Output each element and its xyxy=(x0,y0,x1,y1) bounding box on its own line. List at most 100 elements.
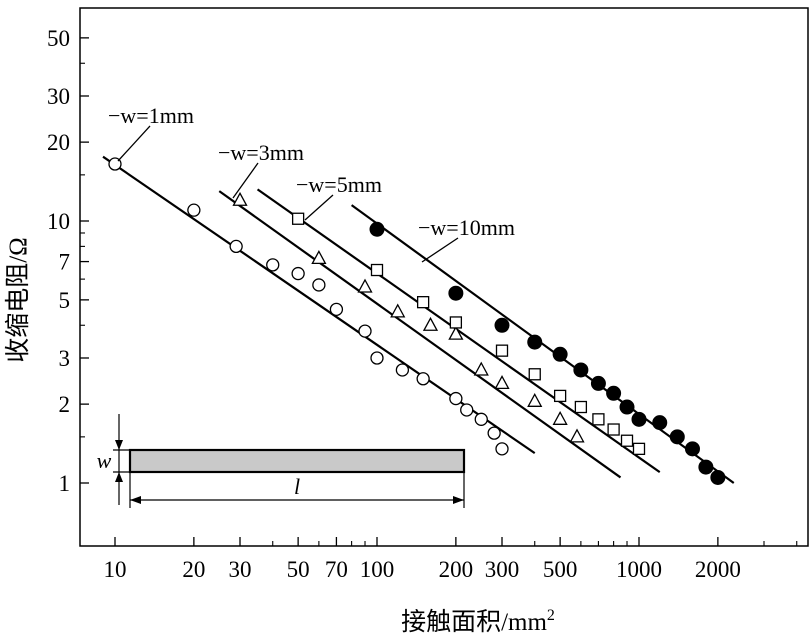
x-tick-label: 500 xyxy=(543,557,578,582)
open-circle-point xyxy=(229,239,243,254)
filled-circle-point xyxy=(619,399,635,415)
y-tick-label: 1 xyxy=(59,471,71,496)
y-tick-label: 10 xyxy=(47,209,70,234)
filled-circle-point xyxy=(652,415,668,431)
open-circle-point xyxy=(108,157,122,171)
axis-ticks: 1 2 3 5 7 10 20 30 50 10 20 30 50 70 100 200 300 500 1000 2… xyxy=(47,26,798,582)
fit-line xyxy=(102,155,536,455)
open-square-point xyxy=(620,434,634,447)
open-triangle-point xyxy=(311,250,327,265)
open-circle-point xyxy=(416,372,430,386)
open-square-point xyxy=(370,263,384,277)
inset-w-label: w xyxy=(97,448,112,473)
x-tick-label: 50 xyxy=(287,557,310,582)
open-triangle-point xyxy=(473,361,489,376)
open-square-point xyxy=(528,368,541,381)
y-tick-label: 7 xyxy=(59,250,71,275)
x-tick-label: 30 xyxy=(229,557,252,582)
strip-rectangle xyxy=(128,448,466,474)
x-tick-label: 70 xyxy=(325,557,348,582)
open-circle-point xyxy=(495,442,509,456)
plot-frame xyxy=(79,7,809,547)
open-square-point xyxy=(416,296,430,309)
open-square-point xyxy=(449,316,463,329)
open-square-point xyxy=(495,344,509,357)
x-tick-label: 2000 xyxy=(695,557,741,582)
x-tick-label: 20 xyxy=(182,557,205,582)
filled-circle-point xyxy=(669,429,685,445)
legend-leader-line xyxy=(232,162,259,199)
x-tick-label: 300 xyxy=(485,557,520,582)
open-circle-point xyxy=(291,266,305,281)
inset-l-label: l xyxy=(294,474,300,499)
open-circle-point xyxy=(266,258,280,272)
open-triangle-point xyxy=(552,410,568,425)
open-triangle-point xyxy=(422,316,439,331)
open-circle-point xyxy=(358,324,372,338)
filled-circle-point xyxy=(698,459,714,475)
legend-label: −w=5mm xyxy=(296,172,382,197)
x-tick-label: 10 xyxy=(104,557,127,582)
open-triangle-point xyxy=(357,278,373,293)
x-tick-label: 100 xyxy=(360,557,395,582)
legend-leader-line xyxy=(421,237,459,263)
filled-circle-point xyxy=(369,221,385,237)
open-circle-point xyxy=(312,278,326,292)
legend-leader-line xyxy=(117,125,151,162)
y-tick-label: 3 xyxy=(59,346,71,371)
y-tick-label: 30 xyxy=(47,84,70,109)
filled-circle-point xyxy=(631,411,647,427)
l-arrowhead-left xyxy=(130,496,141,504)
filled-circle-point xyxy=(710,469,726,485)
open-circle-point xyxy=(474,412,488,426)
data-points xyxy=(108,157,726,485)
open-square-point xyxy=(574,400,588,414)
filled-circle-point xyxy=(448,285,464,301)
y-tick-label: 20 xyxy=(47,130,70,155)
open-triangle-point xyxy=(390,303,406,318)
open-triangle-point xyxy=(448,325,464,340)
series-legend: −w=1mm −w=3mm −w=5mm −w=10mm xyxy=(108,103,515,263)
filled-circle-point xyxy=(527,334,543,350)
w-arrowhead-bottom xyxy=(115,472,123,482)
x-tick-label: 200 xyxy=(439,557,474,582)
open-triangle-point xyxy=(569,428,585,443)
open-triangle-point xyxy=(527,392,543,407)
legend-leader-line xyxy=(304,194,334,221)
x-axis-label: 接触面积/mm2 xyxy=(401,607,555,636)
open-circle-point xyxy=(395,363,410,377)
y-tick-label: 5 xyxy=(59,288,71,313)
open-circle-point xyxy=(460,403,474,417)
open-circle-point xyxy=(449,391,463,406)
x-axis-label-main: 接触面积/mm xyxy=(401,608,547,636)
open-circle-point xyxy=(487,426,501,440)
open-square-point xyxy=(553,389,567,403)
filled-circle-point xyxy=(590,375,606,391)
y-tick-label: 50 xyxy=(47,26,70,51)
filled-circle-point xyxy=(606,385,622,401)
filled-circle-point xyxy=(494,317,510,333)
fit-line xyxy=(218,190,622,479)
legend-label: −w=10mm xyxy=(418,215,515,240)
filled-circle-point xyxy=(684,441,700,457)
open-circle-point xyxy=(187,203,201,217)
x-tick-label: 1000 xyxy=(616,557,662,582)
open-circle-point xyxy=(370,351,384,365)
open-square-point xyxy=(607,423,620,436)
open-square-point xyxy=(592,413,605,426)
open-circle-point xyxy=(329,302,344,317)
y-tick-label: 2 xyxy=(59,392,71,417)
y-axis-label: 收缩电阻/Ω xyxy=(4,237,32,363)
inset-strip-diagram: wl xyxy=(97,414,466,508)
l-arrowhead-right xyxy=(453,496,464,504)
filled-circle-point xyxy=(552,346,568,362)
open-square-point xyxy=(632,442,646,456)
legend-label: −w=1mm xyxy=(108,103,194,128)
legend-label: −w=3mm xyxy=(218,140,304,165)
x-axis-label-superscript: 2 xyxy=(547,607,555,624)
w-arrowhead-top xyxy=(115,440,123,450)
open-triangle-point xyxy=(232,191,248,206)
open-square-point xyxy=(291,212,305,225)
filled-circle-point xyxy=(573,362,589,378)
